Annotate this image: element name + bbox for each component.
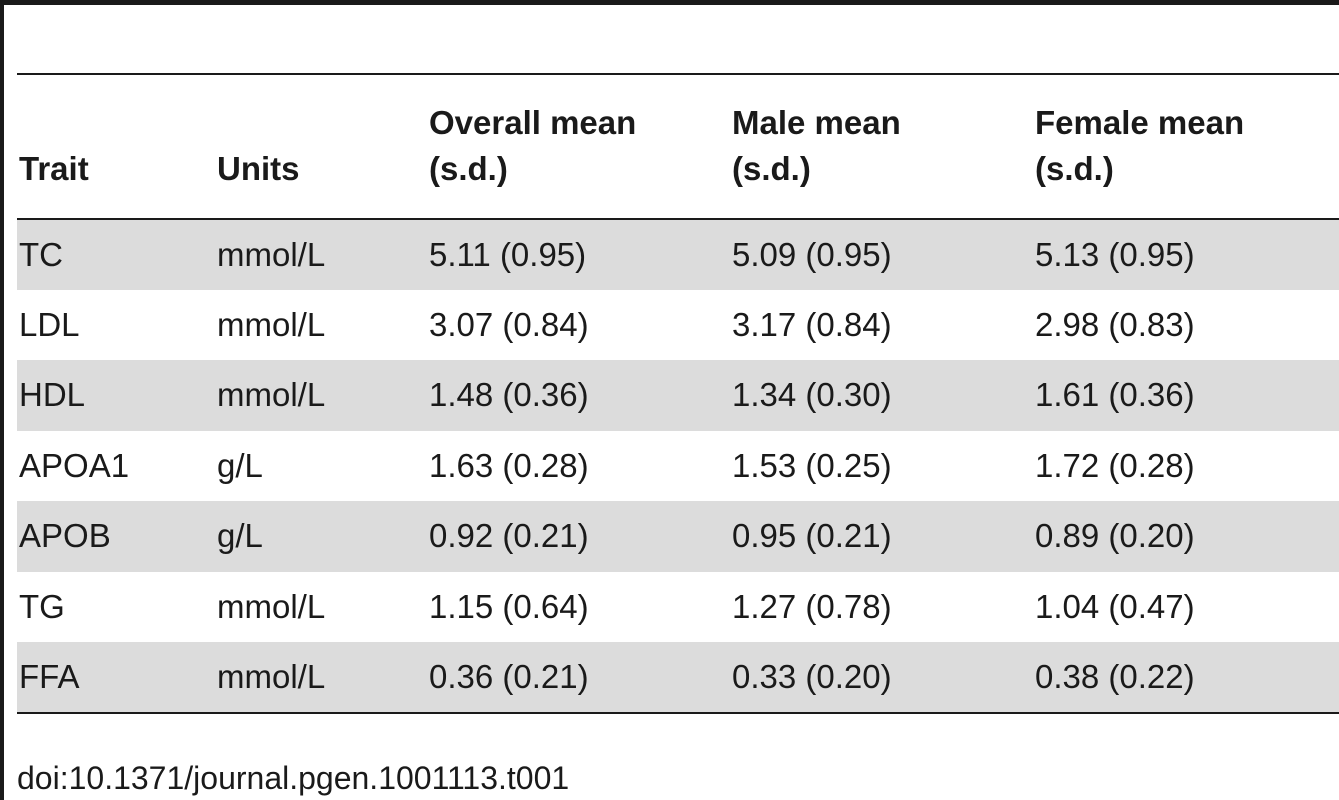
cell-female-mean: 0.89 (0.20) bbox=[1033, 501, 1339, 572]
table-row: APOA1 g/L 1.63 (0.28) 1.53 (0.25) 1.72 (… bbox=[17, 431, 1339, 502]
cell-overall-mean: 0.92 (0.21) bbox=[427, 501, 730, 572]
table-row: FFA mmol/L 0.36 (0.21) 0.33 (0.20) 0.38 … bbox=[17, 642, 1339, 714]
cell-male-mean: 1.53 (0.25) bbox=[732, 446, 892, 484]
cell-female-mean: 1.04 (0.47) bbox=[1035, 587, 1195, 625]
table-header: Trait Units Overall mean (s.d.) Male mean… bbox=[17, 75, 1339, 220]
cell-trait: FFA bbox=[17, 642, 215, 714]
cell-units: mmol/L bbox=[215, 360, 427, 431]
lipid-traits-table: Trait Units Overall mean (s.d.) Male mean… bbox=[17, 75, 1339, 714]
header-male-mean: Male mean (s.d.) bbox=[730, 75, 1033, 220]
cell-male-mean: 1.34 (0.30) bbox=[730, 360, 1033, 431]
cell-trait: HDL bbox=[17, 360, 215, 431]
doi-citation: doi:10.1371/journal.pgen.1001113.t001 bbox=[17, 760, 570, 796]
cell-male-mean: 5.09 (0.95) bbox=[730, 219, 1033, 290]
cell-overall-mean: 1.63 (0.28) bbox=[429, 446, 589, 484]
cell-female-mean: 2.98 (0.83) bbox=[1035, 305, 1195, 343]
table-row: LDL mmol/L 3.07 (0.84) 3.17 (0.84) 2.98 … bbox=[17, 290, 1339, 361]
cell-units: mmol/L bbox=[215, 219, 427, 290]
cell-overall-mean: 1.48 (0.36) bbox=[427, 360, 730, 431]
cell-units: mmol/L bbox=[217, 305, 326, 343]
cell-male-mean: 0.33 (0.20) bbox=[730, 642, 1033, 714]
cell-male-mean: 0.95 (0.21) bbox=[730, 501, 1033, 572]
table-top-rule bbox=[17, 73, 1339, 75]
table-row: TC mmol/L 5.11 (0.95) 5.09 (0.95) 5.13 (… bbox=[17, 219, 1339, 290]
cell-female-mean: 1.72 (0.28) bbox=[1035, 446, 1195, 484]
header-overall-mean: Overall mean (s.d.) bbox=[427, 75, 730, 220]
cell-overall-mean: 5.11 (0.95) bbox=[427, 219, 730, 290]
cell-trait: TG bbox=[19, 587, 65, 625]
cell-female-mean: 1.61 (0.36) bbox=[1033, 360, 1339, 431]
header-units: Units bbox=[215, 75, 427, 220]
top-border-rule bbox=[0, 0, 1339, 5]
cell-units: mmol/L bbox=[217, 587, 326, 625]
header-trait: Trait bbox=[17, 75, 215, 220]
table-body: TC mmol/L 5.11 (0.95) 5.09 (0.95) 5.13 (… bbox=[17, 219, 1339, 714]
left-border-rule bbox=[0, 0, 4, 800]
cell-female-mean: 5.13 (0.95) bbox=[1033, 219, 1339, 290]
header-row: Trait Units Overall mean (s.d.) Male mean… bbox=[17, 75, 1339, 220]
table-row: HDL mmol/L 1.48 (0.36) 1.34 (0.30) 1.61 … bbox=[17, 360, 1339, 431]
cell-female-mean: 0.38 (0.22) bbox=[1033, 642, 1339, 714]
cell-units: mmol/L bbox=[215, 642, 427, 714]
table-row: APOB g/L 0.92 (0.21) 0.95 (0.21) 0.89 (0… bbox=[17, 501, 1339, 572]
cell-male-mean: 1.27 (0.78) bbox=[732, 587, 892, 625]
cell-overall-mean: 3.07 (0.84) bbox=[429, 305, 589, 343]
cell-units: g/L bbox=[217, 446, 263, 484]
cell-overall-mean: 1.15 (0.64) bbox=[429, 587, 589, 625]
cell-overall-mean: 0.36 (0.21) bbox=[427, 642, 730, 714]
cell-trait: APOB bbox=[17, 501, 215, 572]
cell-trait: APOA1 bbox=[19, 446, 130, 484]
cell-units: g/L bbox=[215, 501, 427, 572]
cell-male-mean: 3.17 (0.84) bbox=[732, 305, 892, 343]
header-female-mean: Female mean (s.d.) bbox=[1033, 75, 1339, 220]
cell-trait: TC bbox=[17, 219, 215, 290]
cell-trait: LDL bbox=[19, 305, 80, 343]
table-row: TG mmol/L 1.15 (0.64) 1.27 (0.78) 1.04 (… bbox=[17, 572, 1339, 643]
